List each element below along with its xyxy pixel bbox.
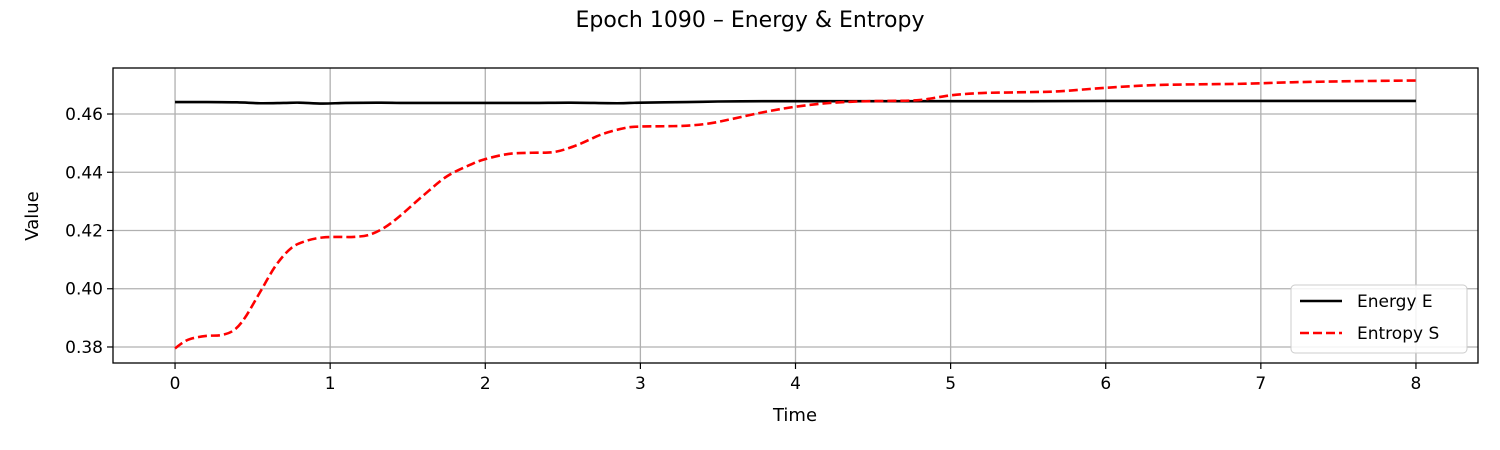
legend-label-entropy: Entropy S <box>1357 324 1439 344</box>
y-tick-label: 0.40 <box>65 280 103 300</box>
x-axis-label: Time <box>772 405 817 426</box>
x-tick-label: 7 <box>1255 374 1266 394</box>
grid <box>113 68 1478 363</box>
y-axis-label: Value <box>22 191 43 240</box>
x-tick-label: 8 <box>1411 374 1422 394</box>
x-tick-label: 3 <box>635 374 646 394</box>
plot-series <box>174 79 1416 350</box>
y-tick-label: 0.44 <box>65 163 103 183</box>
x-tick-label: 0 <box>170 374 181 394</box>
x-tick-label: 6 <box>1100 374 1111 394</box>
chart-title: Epoch 1090 – Energy & Entropy <box>576 8 925 33</box>
x-tick-label: 4 <box>790 374 801 394</box>
legend-label-energy: Energy E <box>1357 292 1433 312</box>
x-tick-label: 2 <box>480 374 491 394</box>
x-tick-label: 1 <box>325 374 336 394</box>
y-tick-label: 0.46 <box>65 105 103 125</box>
legend: Energy E Entropy S <box>1290 284 1468 354</box>
x-tick-label: 5 <box>945 374 956 394</box>
y-tick-label: 0.38 <box>65 338 103 358</box>
series-line-energy-e <box>175 99 1416 105</box>
series-line-entropy-s <box>174 79 1416 350</box>
axis-ticks: 0 1 2 3 4 5 6 7 8 0.38 0.40 0.42 0.44 0.46 <box>65 105 1421 394</box>
y-tick-label: 0.42 <box>65 221 103 241</box>
